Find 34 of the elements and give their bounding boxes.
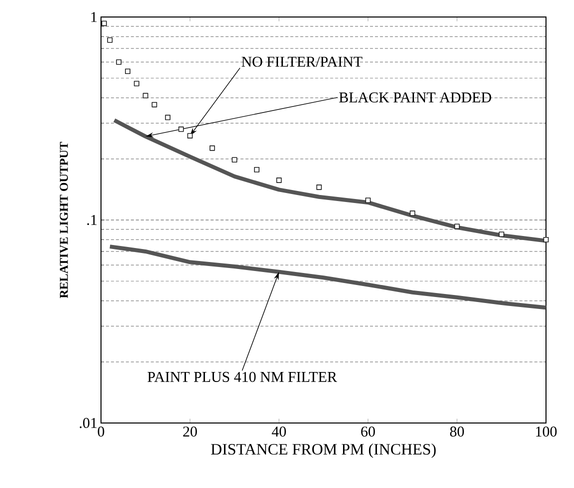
point xyxy=(210,145,215,151)
point xyxy=(187,133,193,138)
point xyxy=(454,224,460,230)
x-tick-label: 0 xyxy=(98,426,104,437)
point xyxy=(116,59,122,65)
y-axis-title: RELATIVE LIGHT OUTPUT xyxy=(60,142,68,298)
point xyxy=(165,114,170,120)
x-axis-title: DISTANCE FROM PM (INCHES) xyxy=(211,443,436,458)
annotation: NO FILTER/PAINT xyxy=(242,56,362,67)
x-tick-label: 20 xyxy=(183,426,197,437)
point xyxy=(178,126,184,132)
point xyxy=(232,157,238,162)
point xyxy=(152,102,158,108)
point xyxy=(543,236,549,242)
x-tick-label: 100 xyxy=(536,426,557,437)
point xyxy=(498,232,504,238)
y-tick-label: .1 xyxy=(87,214,97,226)
annotation: BLACK PAINT ADDED xyxy=(339,92,492,102)
point xyxy=(134,80,140,86)
x-tick-label: 60 xyxy=(361,426,375,437)
point xyxy=(107,37,113,43)
point xyxy=(410,210,416,216)
point xyxy=(316,184,322,190)
point xyxy=(142,92,148,98)
annotation: PAINT PLUS 410 NM FILTER xyxy=(148,372,338,382)
line-series xyxy=(112,118,548,243)
x-tick-label: 80 xyxy=(450,426,464,437)
point xyxy=(365,198,371,204)
y-tick-label: .01 xyxy=(80,418,97,428)
y-tick-label: 1 xyxy=(91,12,97,22)
point xyxy=(101,20,107,26)
line-series xyxy=(108,244,548,310)
x-tick-label: 40 xyxy=(272,426,286,437)
point xyxy=(276,178,282,183)
